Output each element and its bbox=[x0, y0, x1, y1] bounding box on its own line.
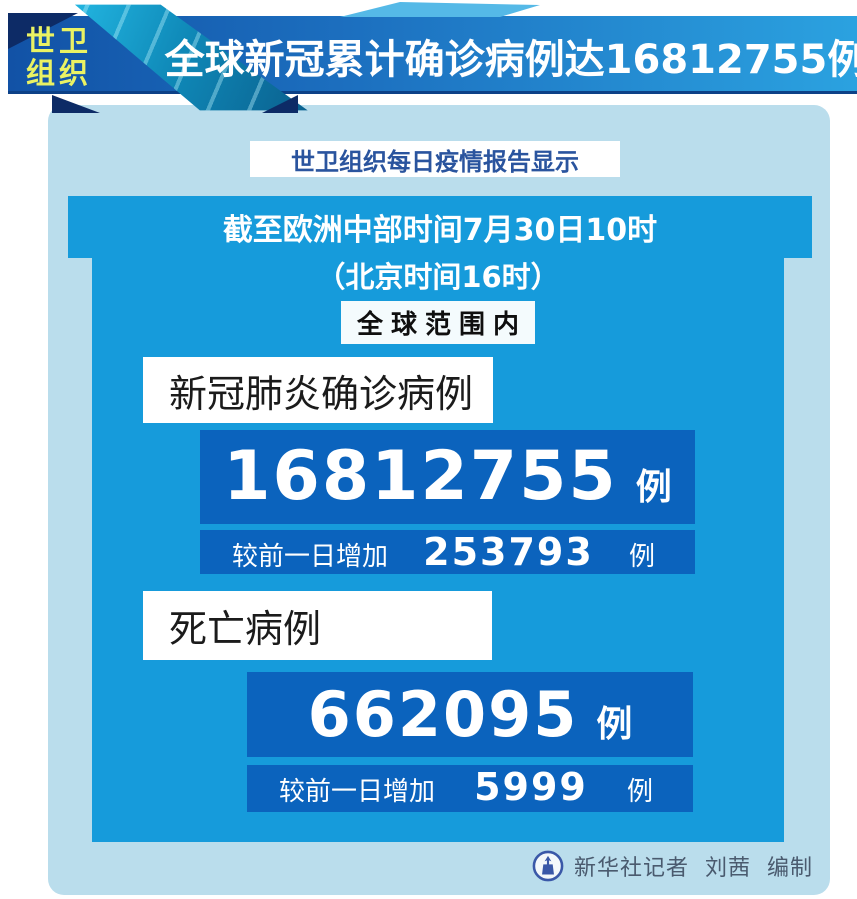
confirmed-cases-label: 新冠肺炎确诊病例 bbox=[143, 357, 493, 423]
death-cases-label: 死亡病例 bbox=[143, 591, 492, 660]
death-delta-value: 5999 bbox=[474, 765, 588, 809]
scope-badge: 全球范围内 bbox=[340, 301, 536, 344]
who-org-label: 世卫 组织 bbox=[26, 24, 93, 91]
timestamp-line1: 截至欧洲中部时间7月30日10时 bbox=[222, 213, 658, 248]
confirmed-cases-value: 16812755 bbox=[223, 437, 618, 516]
banner-fold-highlight bbox=[340, 2, 540, 17]
death-delta-label: 较前一日增加 bbox=[279, 777, 436, 807]
death-delta-unit: 例 bbox=[626, 777, 653, 807]
confirmed-delta-value: 253793 bbox=[423, 530, 594, 574]
timestamp-bar: 截至欧洲中部时间7月30日10时 bbox=[68, 196, 812, 258]
death-cases-delta-bar: 较前一日增加 5999 例 bbox=[247, 765, 693, 812]
stats-card-body: （北京时间16时） 全球范围内 新冠肺炎确诊病例 16812755 例 较前一日… bbox=[92, 258, 784, 842]
banner-title: 全球新冠累计确诊病例达16812755例 bbox=[164, 37, 857, 83]
report-source-box: 世卫组织每日疫情报告显示 bbox=[250, 141, 620, 177]
xinhua-logo-icon bbox=[532, 850, 564, 882]
confirmed-cases-delta-bar: 较前一日增加 253793 例 bbox=[200, 530, 695, 574]
death-cases-unit: 例 bbox=[596, 704, 633, 745]
death-cases-value: 662095 bbox=[307, 678, 579, 751]
confirmed-cases-value-box: 16812755 例 bbox=[200, 430, 695, 524]
ribbon-tip-left bbox=[52, 95, 100, 113]
confirmed-cases-unit: 例 bbox=[635, 467, 672, 508]
credit-text: 新华社记者 刘茜 编制 bbox=[574, 856, 813, 881]
death-cases-value-box: 662095 例 bbox=[247, 672, 693, 757]
confirmed-delta-unit: 例 bbox=[628, 542, 655, 572]
confirmed-delta-label: 较前一日增加 bbox=[232, 542, 389, 572]
timestamp-line2: （北京时间16时） bbox=[316, 260, 560, 294]
content-panel: 世卫组织每日疫情报告显示 截至欧洲中部时间7月30日10时 （北京时间16时） … bbox=[48, 105, 830, 895]
header-banner: 世卫 组织 全球新冠累计确诊病例达16812755例 bbox=[0, 0, 857, 125]
credit-line: 新华社记者 刘茜 编制 bbox=[532, 849, 813, 883]
